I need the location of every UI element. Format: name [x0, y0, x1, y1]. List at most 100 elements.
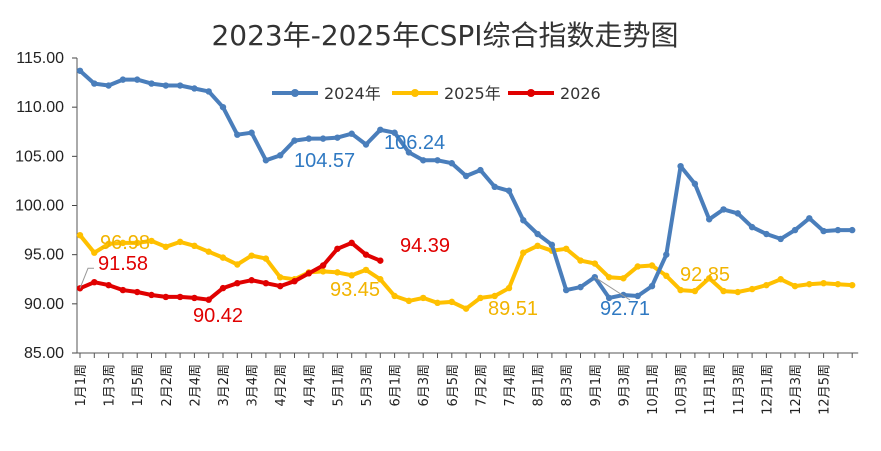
data-point — [434, 157, 441, 164]
data-point — [605, 274, 613, 281]
x-tick-label: 2月4周 — [188, 364, 203, 407]
data-point — [205, 248, 212, 255]
data-point — [176, 82, 184, 89]
data-label: 94.39 — [400, 235, 450, 257]
data-point — [849, 281, 856, 289]
data-point — [577, 257, 584, 264]
data-label: 96.98 — [100, 232, 150, 254]
data-point — [763, 281, 770, 289]
x-tick-label: 8月1周 — [532, 364, 547, 407]
data-point — [248, 252, 255, 259]
data-point — [377, 126, 384, 133]
data-point — [191, 294, 198, 302]
data-point — [334, 245, 341, 252]
data-point — [505, 187, 513, 194]
data-point — [820, 279, 827, 287]
data-point — [134, 288, 141, 296]
plot-area — [76, 67, 856, 312]
data-point — [205, 88, 212, 95]
x-tick-label: 6月5周 — [446, 364, 461, 407]
data-point — [362, 266, 370, 274]
data-point — [191, 85, 198, 92]
legend-swatch-marker — [527, 89, 535, 97]
data-point — [706, 275, 713, 282]
y-tick-label: 115.00 — [16, 50, 64, 67]
data-point — [477, 294, 484, 302]
data-point — [834, 280, 842, 288]
data-label: 90.42 — [193, 305, 243, 327]
x-tick-label: 3月4周 — [246, 364, 261, 407]
data-point — [162, 82, 169, 89]
data-point — [677, 286, 684, 294]
data-point — [234, 131, 241, 138]
data-point — [405, 297, 413, 305]
data-label: 89.51 — [488, 298, 538, 320]
data-point — [534, 230, 541, 238]
x-tick-label: 7月4周 — [503, 364, 518, 407]
data-point — [806, 280, 813, 288]
data-point — [134, 76, 141, 83]
x-tick-label: 12月3周 — [789, 364, 804, 415]
data-point — [262, 255, 270, 262]
data-point — [119, 239, 127, 247]
data-point — [577, 283, 584, 291]
data-point — [563, 286, 570, 294]
data-point — [277, 274, 284, 281]
data-label: 91.58 — [98, 253, 148, 275]
data-point — [305, 270, 312, 277]
data-point — [262, 279, 270, 287]
data-point — [462, 305, 470, 312]
data-point — [520, 217, 527, 224]
data-point — [291, 137, 298, 144]
data-point — [277, 282, 284, 290]
data-point — [319, 268, 327, 275]
data-point — [663, 251, 670, 258]
data-point — [105, 240, 112, 248]
legend-label: 2025年 — [444, 84, 501, 103]
data-point — [791, 282, 799, 290]
y-tick-label: 100.00 — [15, 198, 64, 215]
data-label: 92.71 — [600, 298, 650, 320]
legend-label: 2026 — [560, 84, 601, 103]
data-labels: 104.57 106.24 92.71 96.98 93.45 89.51 92.85 91.… — [79, 132, 730, 327]
data-point — [691, 287, 699, 295]
legend-swatch-marker — [411, 89, 419, 97]
x-tick-label: 10月3周 — [675, 364, 690, 415]
series-line-2 — [78, 240, 383, 302]
data-point — [148, 237, 155, 245]
x-tick-label: 1月3周 — [103, 364, 118, 407]
data-point — [176, 238, 184, 246]
data-label: 104.57 — [294, 150, 355, 172]
legend: 2024年 2025年 2026 — [272, 84, 601, 103]
data-point — [777, 235, 784, 243]
y-tick-label: 85.00 — [24, 345, 64, 362]
data-point — [319, 135, 327, 142]
x-tick-label: 7月2周 — [474, 364, 489, 407]
data-point — [420, 294, 427, 302]
data-point — [491, 292, 498, 300]
axes: 85.00 90.00 95.00 100.00 105.00 110.00 115.00 1… — [15, 50, 859, 415]
data-point — [119, 76, 127, 83]
data-point — [534, 242, 541, 250]
data-label: 92.85 — [680, 264, 730, 286]
data-point — [377, 257, 384, 264]
x-tick-label: 12月1周 — [760, 364, 775, 415]
x-tick-label: 5月3周 — [360, 364, 375, 407]
data-point — [834, 226, 842, 234]
data-point — [162, 243, 169, 250]
x-tick-label: 3月2周 — [217, 364, 232, 407]
data-point — [520, 249, 527, 256]
y-tick-label: 105.00 — [15, 148, 64, 165]
data-point — [763, 230, 770, 238]
data-point — [505, 284, 513, 292]
y-tick-label: 110.00 — [16, 99, 64, 116]
data-point — [477, 166, 484, 174]
data-point — [248, 277, 255, 284]
data-point — [691, 180, 699, 188]
data-point — [362, 141, 370, 148]
x-tick-label: 8月3周 — [560, 364, 575, 407]
x-tick-label: 4月4周 — [303, 364, 318, 407]
x-tick-label: 1月5周 — [131, 364, 146, 407]
data-point — [648, 262, 656, 269]
data-point — [334, 269, 341, 276]
